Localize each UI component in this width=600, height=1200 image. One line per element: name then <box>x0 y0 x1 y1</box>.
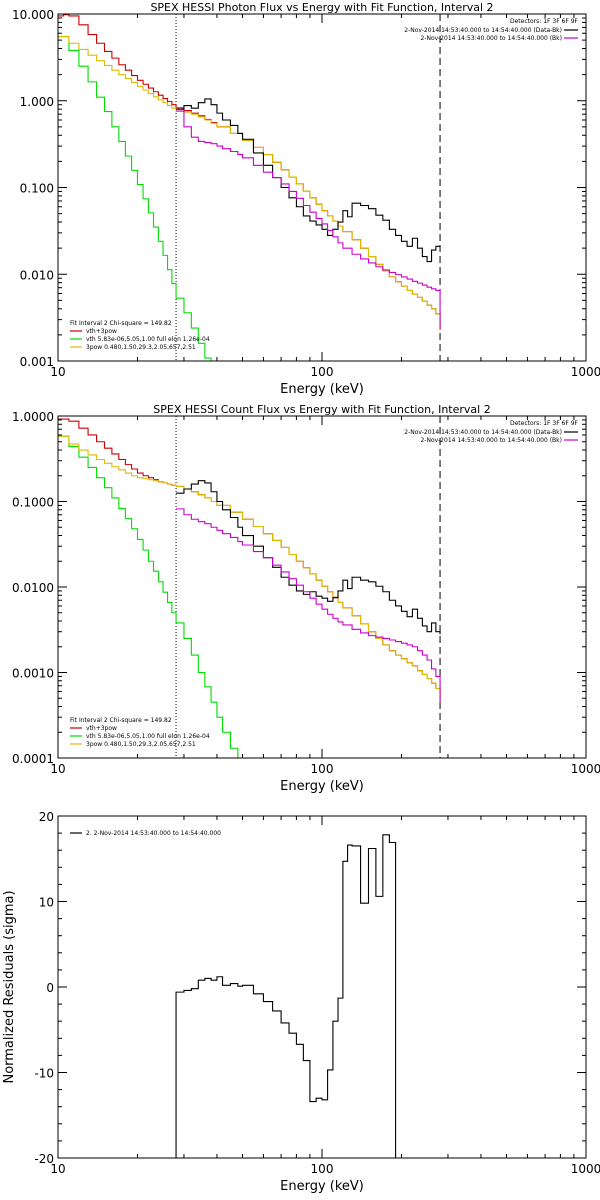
data-area <box>175 834 441 1158</box>
detectors-label: Detectors: 1F 3F 6F 9F <box>510 420 579 427</box>
x-axis-label: Energy (keV) <box>280 779 364 794</box>
series-residuals <box>175 834 441 1158</box>
x-axis-label: Energy (keV) <box>280 1179 364 1194</box>
x-tick-label: 1000 <box>571 1162 600 1176</box>
y-tick-label: 0 <box>46 981 54 995</box>
x-tick-label: 1000 <box>571 365 600 379</box>
y-axis-label: Normalized Residuals (sigma) <box>2 890 17 1083</box>
legend-entry: vth 5.83e-06,5.05,1.00 full elon 1.26e-0… <box>86 733 210 740</box>
chart-title: SPEX HESSI Count Flux vs Energy with Fit… <box>153 403 490 416</box>
x-tick-label: 10 <box>50 1162 65 1176</box>
header-entry: 2-Nov-2014 14:53:40.000 to 14:54:40.000 … <box>404 27 562 34</box>
x-tick-label: 100 <box>311 1162 334 1176</box>
series-thermal <box>58 35 254 361</box>
legend-entry: 3pow 0.480,1.50,29.3,2.05,657,2.51 <box>86 741 196 748</box>
series-powerlaw <box>58 435 441 703</box>
legend-entry: 3pow 0.480,1.50,29.3,2.05,657,2.51 <box>86 344 196 351</box>
y-tick-label: 0.1000 <box>12 496 54 510</box>
plot-frame <box>57 815 587 1159</box>
y-tick-label: 20 <box>39 810 54 824</box>
legend-header: Fit Interval 2 Chi-square = 149.82 <box>70 320 172 327</box>
x-axis-label: Energy (keV) <box>280 382 364 397</box>
x-tick-label: 1000 <box>571 762 600 776</box>
series-background <box>176 110 441 330</box>
y-tick-label: 10.000 <box>12 8 54 22</box>
series-thermal <box>58 435 254 758</box>
legend-entry: vth+3pow <box>86 725 117 732</box>
series-total <box>58 418 441 703</box>
count-flux-panel: SPEX HESSI Count Flux vs Energy with Fit… <box>12 403 600 794</box>
x-tick-label: 100 <box>311 762 334 776</box>
series-background <box>176 508 441 703</box>
legend-header: Fit Interval 2 Chi-square = 149.82 <box>70 717 172 724</box>
y-tick-label: -20 <box>34 1152 54 1166</box>
data-area <box>58 14 441 361</box>
y-tick-label: 1.000 <box>20 95 54 109</box>
series-total <box>58 14 441 330</box>
series-powerlaw <box>58 35 441 330</box>
chart-title: SPEX HESSI Photon Flux vs Energy with Fi… <box>150 1 493 14</box>
x-tick-label: 10 <box>50 762 65 776</box>
header-entry: 2-Nov-2014 14:53:40.000 to 14:54:40.000 … <box>420 35 562 42</box>
y-tick-label: 10 <box>39 896 54 910</box>
y-tick-label: 1.0000 <box>12 410 54 424</box>
y-tick-label: 0.0100 <box>12 581 54 595</box>
plot-frame <box>57 415 587 759</box>
y-tick-label: 0.010 <box>20 268 54 282</box>
x-tick-label: 10 <box>50 365 65 379</box>
y-tick-label: 0.001 <box>20 355 54 369</box>
header-entry: 2-Nov-2014 14:53:40.000 to 14:54:40.000 … <box>420 437 562 444</box>
legend-entry: 2. 2-Nov-2014 14:53:40.000 to 14:54:40.0… <box>86 830 221 837</box>
legend-entry: vth 5.83e-06,5.05,1.00 full elon 1.26e-0… <box>86 336 210 343</box>
y-tick-label: 0.100 <box>20 182 54 196</box>
x-tick-label: 100 <box>311 365 334 379</box>
legend-entry: vth+3pow <box>86 328 117 335</box>
y-tick-label: 0.0001 <box>12 752 54 766</box>
detectors-label: Detectors: 1F 3F 6F 9F <box>510 18 579 25</box>
y-tick-label: -10 <box>34 1067 54 1081</box>
plot-frame <box>57 13 587 362</box>
header-entry: 2-Nov-2014 14:53:40.000 to 14:54:40.000 … <box>404 429 562 436</box>
photon-flux-panel: SPEX HESSI Photon Flux vs Energy with Fi… <box>12 1 600 397</box>
data-area <box>58 418 441 758</box>
series-data <box>176 98 441 263</box>
series-data <box>176 480 441 635</box>
y-tick-label: 0.0010 <box>12 667 54 681</box>
